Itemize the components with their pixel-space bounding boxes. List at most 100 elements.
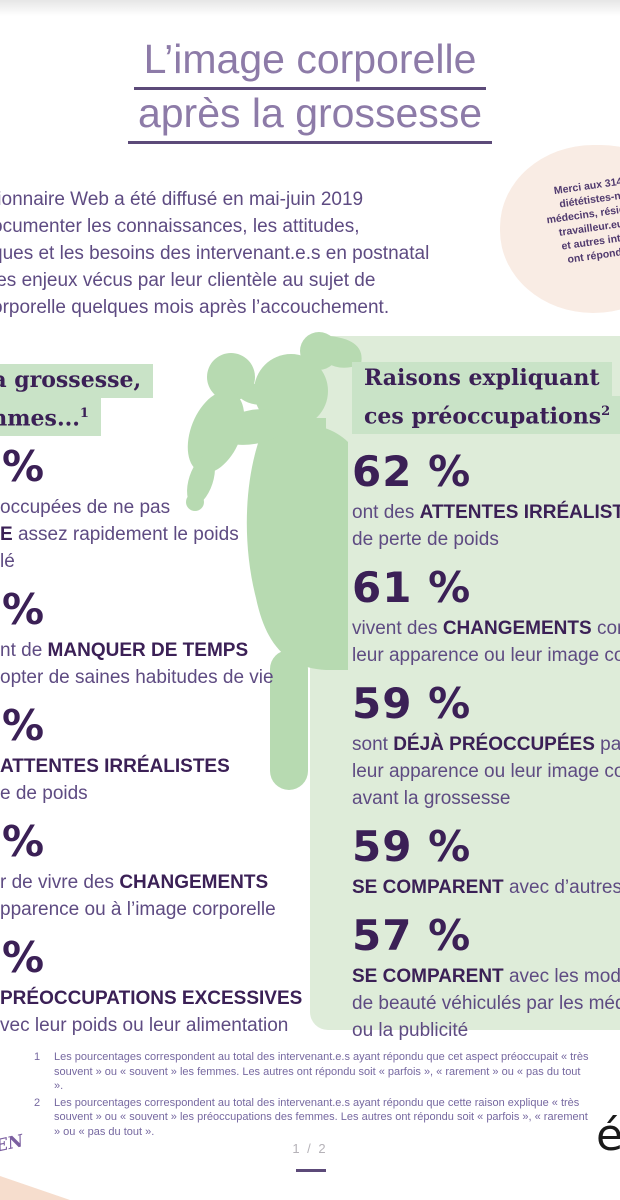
stat-description-line: vivent des CHANGEMENTS con [352, 615, 620, 642]
stat-description-line: avant la grossesse [352, 785, 620, 812]
thanks-bubble: Merci aux 314 diététistes-n médecins, rési… [500, 145, 620, 313]
stat-text: pparence ou à l’image corporelle [0, 899, 276, 920]
stat-keyword: SE COMPARENT [352, 966, 504, 987]
reasons-panel [310, 336, 620, 1030]
left-heading-line1: la grossesse, [0, 364, 154, 398]
stat-keyword: DÉJÀ PRÉOCCUPÉES [393, 734, 595, 755]
left-heading-line2: mmes...1 [0, 398, 101, 437]
stat-text: avec les modèl [508, 966, 620, 987]
stat-description-line: lé [0, 548, 302, 575]
stat-value: % [2, 933, 46, 982]
stat-block: % ATTENTES IRRÉALISTES e de poids [0, 702, 302, 807]
footnote-text: Les pourcentages correspondent au total … [54, 1051, 589, 1092]
stat-text: vivent des [352, 618, 443, 639]
stat-keyword: MANQUER DE TEMPS [47, 640, 249, 661]
intro-line: ocumenter les connaissances, les attitud… [0, 216, 360, 237]
stat-text: r de vivre des [0, 872, 120, 893]
stat-text: avant la grossesse [352, 788, 511, 809]
right-logo-fragment: é [596, 1110, 620, 1161]
page-indicator[interactable]: 1 / 2 [292, 1141, 328, 1156]
stat-description-line: opter de saines habitudes de vie [0, 664, 302, 691]
stat-block: 59 % sont DÉJÀ PRÉOCCUPÉES par le leur app… [352, 680, 620, 812]
intro-text: tionnaire Web a été diffusé en mai-juin … [0, 186, 429, 321]
stat-text: avec d’autres f [503, 877, 620, 898]
left-stats: % occupées de ne pas E assez rapidement le… [0, 443, 302, 1050]
footnote-number: 1 [34, 1051, 41, 1063]
intro-line: les enjeux vécus par leur clientèle au s… [0, 270, 376, 291]
stat-text: opter de saines habitudes de vie [0, 667, 274, 688]
page-indicator-underline [296, 1169, 326, 1172]
stat-value: % [2, 817, 46, 866]
stat-value: 61 % [352, 563, 472, 612]
stat-block: % PRÉOCCUPATIONS EXCESSIVES vec leur poids… [0, 934, 302, 1039]
stat-text: de perte de poids [352, 529, 499, 550]
reasons-heading-line1: Raisons expliquant [352, 362, 612, 396]
stat-block: % nt de MANQUER DE TEMPS opter de saines h… [0, 586, 302, 691]
footnote-number: 2 [34, 1096, 41, 1109]
footnote-item: 2 Les pourcentages correspondent au total… [32, 1096, 590, 1140]
stat-text: de beauté véhiculés par les méd [352, 993, 620, 1014]
stat-description-line: SE COMPARENT avec d’autres f [352, 874, 620, 901]
stat-description-line: ont des ATTENTES IRRÉALISTES [352, 499, 620, 526]
footnotes: 1 Les pourcentages correspondent au total… [32, 1050, 590, 1141]
stat-description-line: vec leur poids ou leur alimentation [0, 1012, 302, 1039]
intro-line: tionnaire Web a été diffusé en mai-juin … [0, 189, 364, 210]
stat-value: 59 % [352, 679, 472, 728]
stat-description-line: leur apparence ou leur image co [352, 642, 620, 669]
stat-description-line: occupées de ne pas [0, 494, 302, 521]
stat-block: 61 % vivent des CHANGEMENTS con leur appar… [352, 564, 620, 669]
right-stats: 62 % ont des ATTENTES IRRÉALISTES de perte… [352, 448, 620, 1055]
stat-text: lé [0, 551, 15, 572]
stat-block: 62 % ont des ATTENTES IRRÉALISTES de perte… [352, 448, 620, 553]
footnote-text: Les pourcentages correspondent au total … [54, 1096, 588, 1138]
stat-text: vec leur poids ou leur alimentation [0, 1015, 289, 1036]
stat-value: % [2, 442, 46, 491]
stat-text: sont [352, 734, 394, 755]
stat-description-line: de beauté véhiculés par les méd [352, 990, 620, 1017]
page-title-line2: après la grossesse [127, 90, 493, 144]
stat-keyword: ATTENTES IRRÉALISTES [419, 502, 620, 523]
page-title: L’image corporelle après la grossesse [0, 36, 620, 144]
stat-keyword: E [0, 524, 13, 545]
footnote-ref-2: 2 [601, 404, 611, 419]
stat-value: 57 % [352, 911, 472, 960]
stat-value: 62 % [352, 447, 472, 496]
stat-text: assez rapidement le poids [12, 524, 239, 545]
stat-keyword: ATTENTES IRRÉALISTES [0, 756, 230, 777]
stat-description-line: E assez rapidement le poids [0, 521, 302, 548]
mother-baby-silhouette-icon [186, 332, 362, 790]
stat-block: % occupées de ne pas E assez rapidement le… [0, 443, 302, 575]
stat-text: leur apparence ou leur image co [352, 761, 620, 782]
stat-value: 59 % [352, 822, 472, 871]
stat-description-line: e de poids [0, 780, 302, 807]
stat-description-line: ou la publicité [352, 1017, 620, 1044]
stat-keyword: PRÉOCCUPATIONS EXCESSIVES [0, 988, 303, 1009]
reasons-heading-line2: ces préoccupations2 [352, 396, 620, 435]
stat-text: par le [600, 734, 620, 755]
stat-block: 59 % SE COMPARENT avec d’autres f [352, 823, 620, 901]
page-title-line1: L’image corporelle [133, 36, 487, 90]
stat-keyword: SE COMPARENT [352, 877, 504, 898]
stat-text: nt de [0, 640, 48, 661]
stat-keyword: CHANGEMENTS [119, 872, 269, 893]
stat-text: ou la publicité [352, 1020, 469, 1041]
page-top-shadow [0, 0, 620, 16]
stat-text: con [596, 618, 620, 639]
stat-keyword: CHANGEMENTS [442, 618, 592, 639]
stat-description-line: pparence ou à l’image corporelle [0, 896, 302, 923]
stat-block: % r de vivre des CHANGEMENTS pparence ou à… [0, 818, 302, 923]
stat-description-line: sont DÉJÀ PRÉOCCUPÉES par le [352, 731, 620, 758]
stat-description-line: r de vivre des CHANGEMENTS [0, 869, 302, 896]
reasons-heading: Raisons expliquant ces préoccupations2 [352, 362, 620, 435]
left-column-heading: la grossesse, mmes...1 [0, 364, 154, 437]
stat-text: e de poids [0, 783, 88, 804]
thanks-bubble-text: Merci aux 314 diététistes-n médecins, rési… [513, 169, 620, 273]
stat-value: % [2, 701, 46, 750]
footnote-ref-1: 1 [79, 406, 89, 421]
stat-description-line: de perte de poids [352, 526, 620, 553]
stat-description-line: ATTENTES IRRÉALISTES [0, 753, 302, 780]
footnote-item: 1 Les pourcentages correspondent au total… [32, 1050, 590, 1094]
stat-description-line: PRÉOCCUPATIONS EXCESSIVES [0, 985, 302, 1012]
stat-description-line: SE COMPARENT avec les modèl [352, 963, 620, 990]
stat-text: occupées de ne pas [0, 497, 171, 518]
